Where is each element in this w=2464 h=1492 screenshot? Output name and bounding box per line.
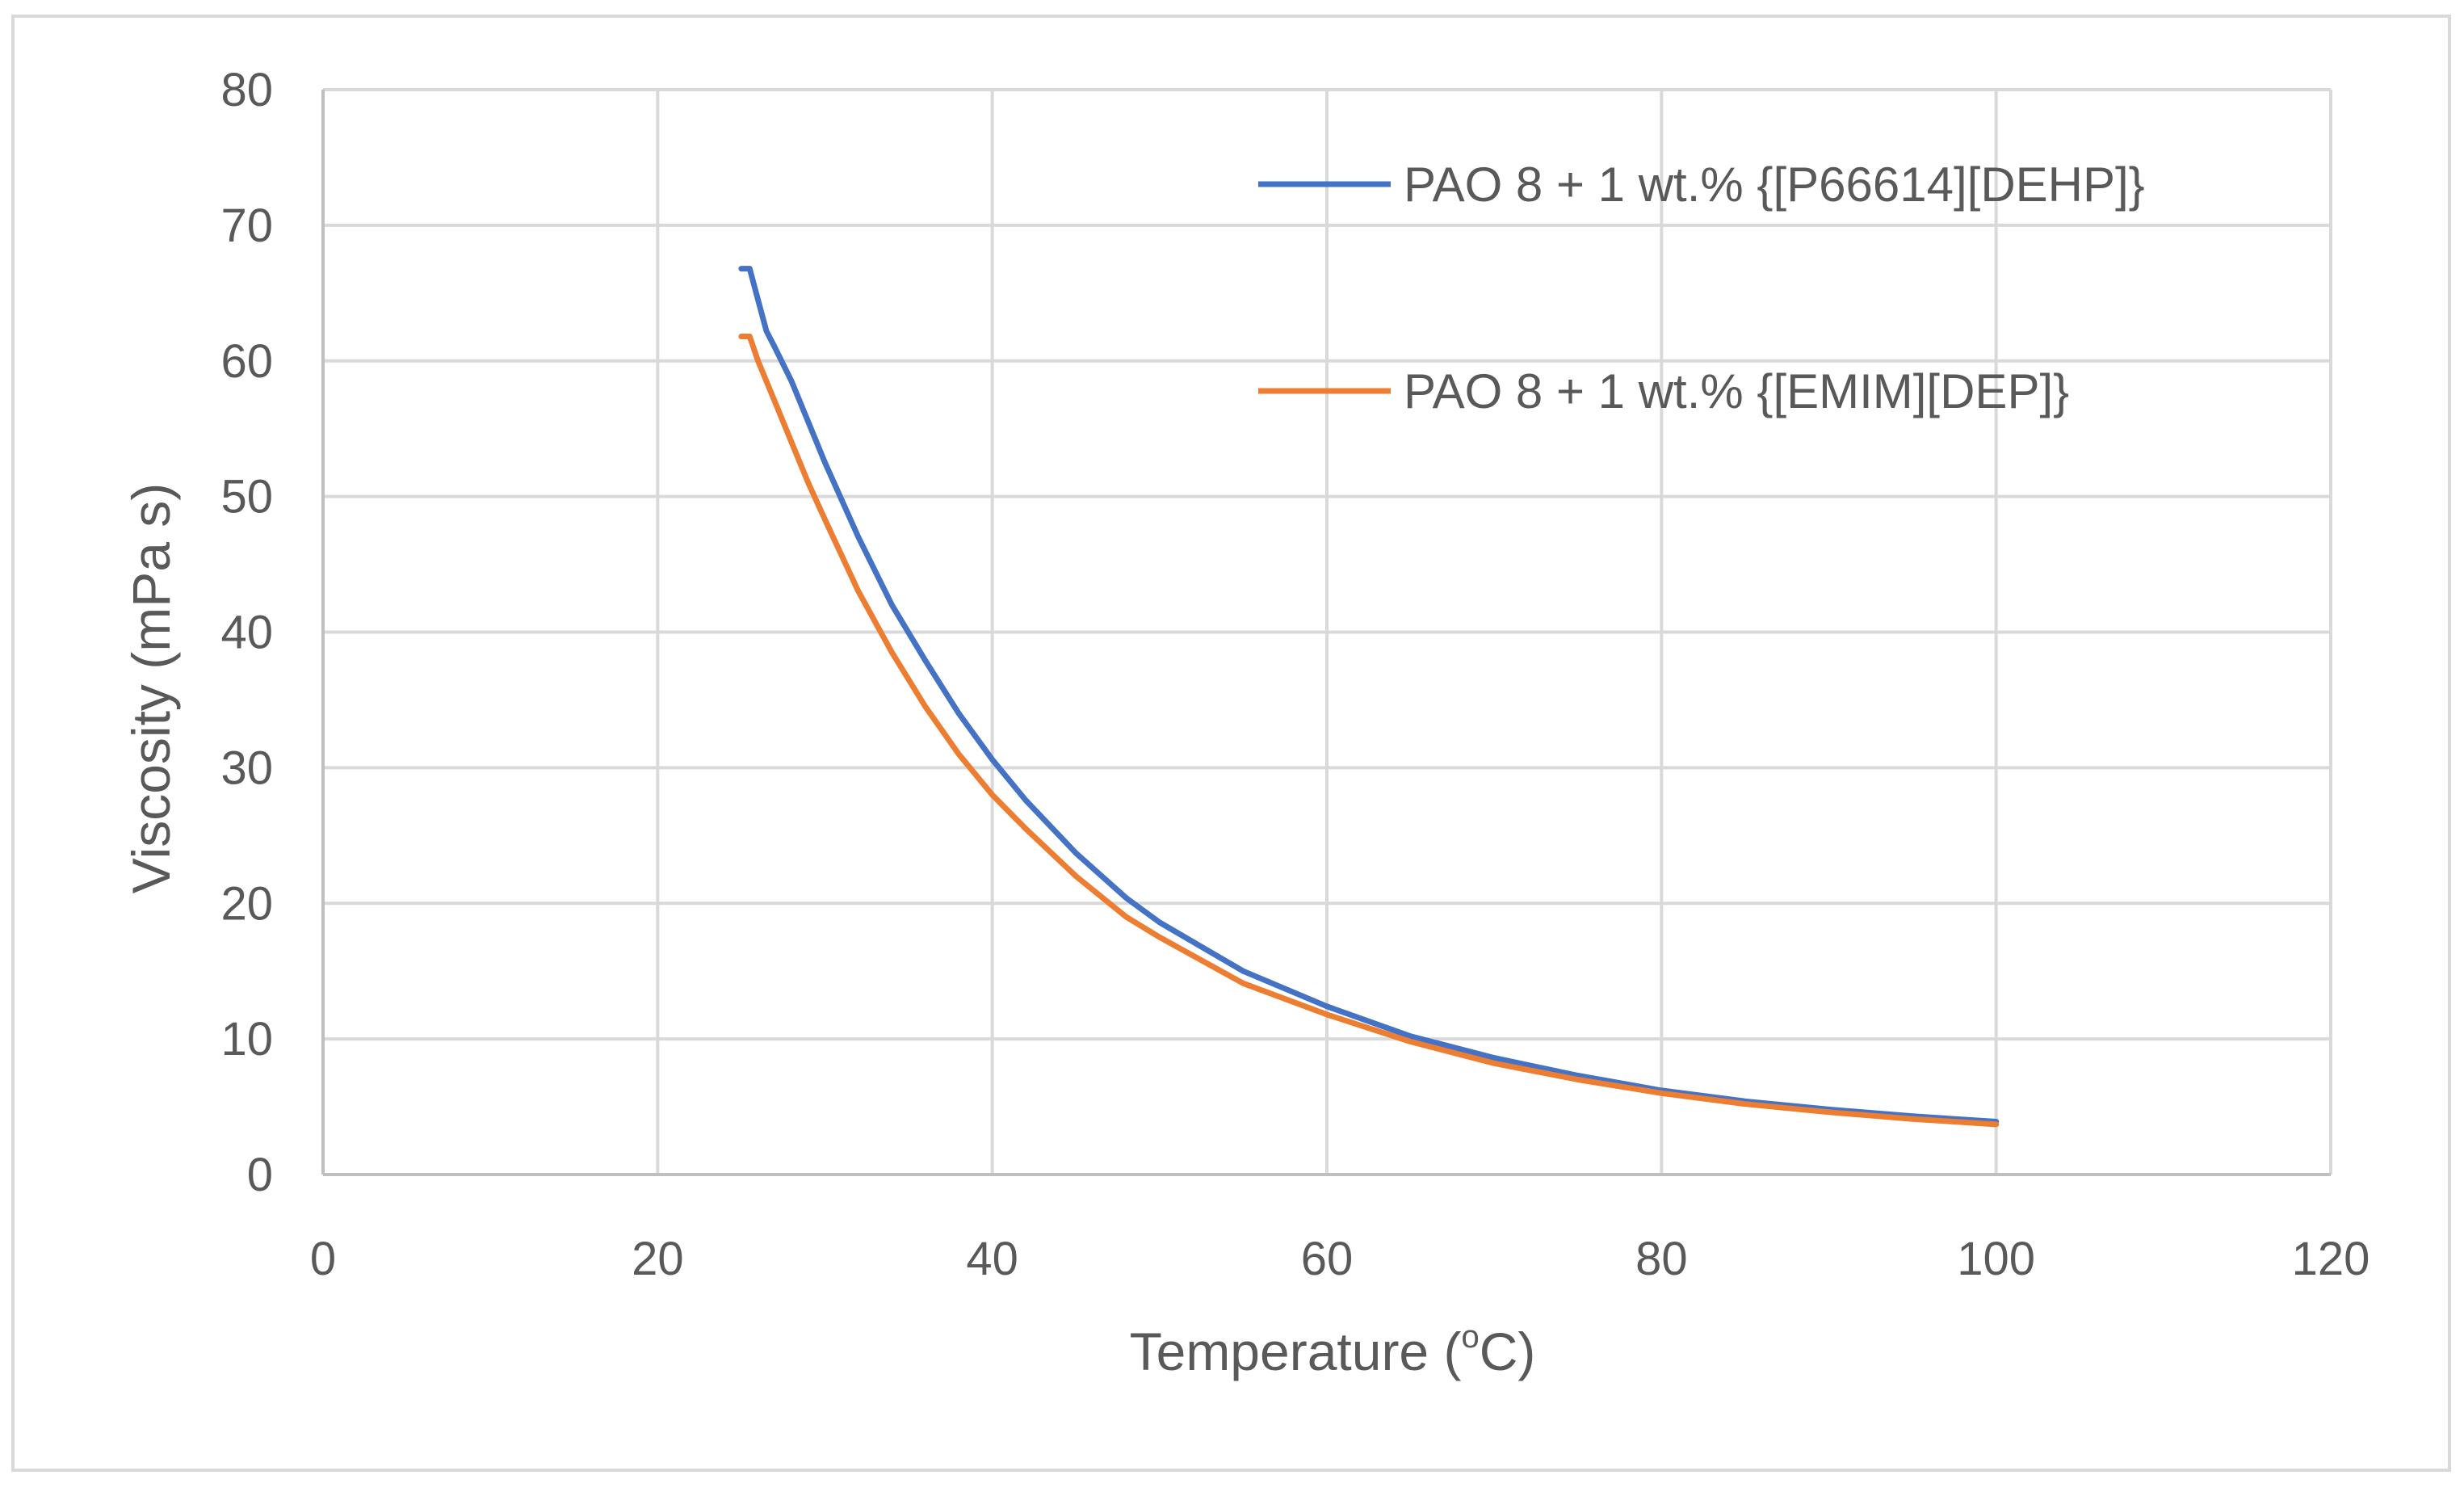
x-tick-label: 40	[966, 1233, 1018, 1285]
legend: PAO 8 + 1 wt.% {[P66614][DEHP]} PAO 8 + 1…	[1258, 158, 2145, 418]
series-line-1	[738, 266, 2000, 1124]
x-tick-label: 20	[632, 1233, 684, 1285]
x-tick-label: 120	[2292, 1233, 2370, 1285]
y-tick-label: 50	[220, 471, 273, 523]
x-axis-title: Temperature (oC)	[1130, 1319, 1536, 1381]
y-axis-title: Viscosity (mPa s)	[121, 483, 181, 894]
y-tick-label: 80	[220, 64, 273, 116]
y-tick-label: 20	[220, 877, 273, 930]
axes	[321, 90, 2331, 1176]
chart-border	[11, 15, 2451, 1472]
y-tick-label: 70	[220, 200, 273, 252]
y-tick-label: 0	[247, 1149, 273, 1201]
series-line-2	[738, 334, 2000, 1128]
x-tick-label: 80	[1635, 1233, 1688, 1285]
legend-label-1: PAO 8 + 1 wt.% {[P66614][DEHP]}	[1404, 158, 2145, 212]
y-tick-label: 60	[220, 335, 273, 388]
tick-labels: 0 20 40 60 80 100 120 0 10 20 30 40 50 60 70 80	[220, 64, 2370, 1285]
series-lines	[738, 266, 2000, 1128]
y-tick-label: 40	[220, 607, 273, 659]
x-tick-label: 0	[310, 1233, 336, 1285]
x-tick-label: 60	[1301, 1233, 1354, 1285]
y-tick-label: 30	[220, 742, 273, 794]
legend-label-2: PAO 8 + 1 wt.% {[EMIM][DEP]}	[1404, 364, 2069, 418]
x-tick-label: 100	[1957, 1233, 2035, 1285]
y-tick-label: 10	[220, 1013, 273, 1065]
grid	[323, 88, 2332, 1175]
